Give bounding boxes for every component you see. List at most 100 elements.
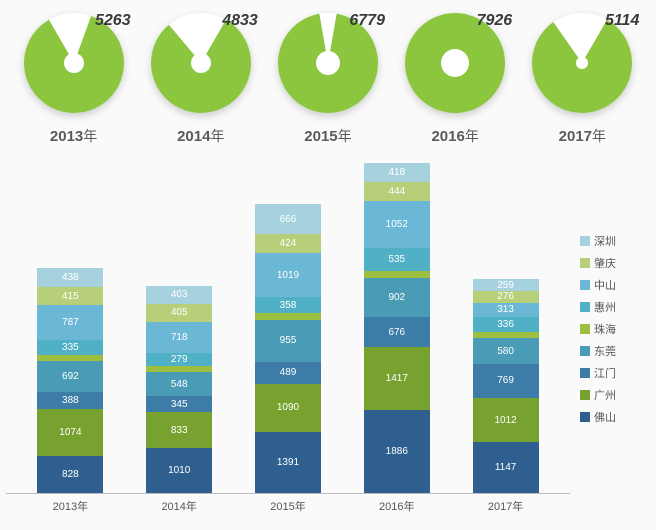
bar-segment: 403 <box>146 286 212 304</box>
legend-label: 江门 <box>594 365 616 381</box>
bar-stack: 8281074388692 335787415438 <box>37 268 103 493</box>
bar-segment: 902 <box>364 278 430 318</box>
bar-column: 8281074388692 335787415438 <box>37 268 103 493</box>
bar-segment: 418 <box>364 163 430 181</box>
bar-segment: 279 <box>146 353 212 365</box>
legend-label: 东莞 <box>594 343 616 359</box>
bar-segment <box>364 271 430 278</box>
donut-row: 52632013年 48332014年 67792015年 79262016年 … <box>0 0 656 146</box>
bar-segment: 1391 <box>255 432 321 493</box>
legend-item: 珠海 <box>580 321 650 337</box>
bar-segment: 313 <box>473 303 539 317</box>
legend-item: 东莞 <box>580 343 650 359</box>
bar-segment: 1012 <box>473 398 539 443</box>
bar-segment: 489 <box>255 362 321 384</box>
bars-region: 8281074388692335787415438101083334554827… <box>6 164 570 494</box>
legend-item: 江门 <box>580 365 650 381</box>
bar-segment: 438 <box>37 268 103 287</box>
bar-segment: 666 <box>255 204 321 233</box>
bar-segment <box>255 313 321 320</box>
bar-segment: 1052 <box>364 201 430 247</box>
bar-segment: 548 <box>146 372 212 396</box>
bar-column: 11471012769580 336313276259 <box>473 279 539 493</box>
bar-segment: 955 <box>255 320 321 362</box>
donut-value: 5114 <box>605 12 639 30</box>
legend-item: 深圳 <box>580 233 650 249</box>
legend-swatch <box>580 412 590 422</box>
legend-item: 佛山 <box>580 409 650 425</box>
legend-item: 肇庆 <box>580 255 650 271</box>
bar-segment: 388 <box>37 392 103 409</box>
bar-segment: 580 <box>473 338 539 364</box>
donut-2014: 4833 2014年 <box>146 8 256 146</box>
bar-column: 188614176769025351052444418 <box>364 163 430 493</box>
x-axis-label: 2013年 <box>37 498 103 514</box>
bar-segment: 692 <box>37 361 103 392</box>
bar-segment: 828 <box>37 456 103 493</box>
legend-swatch <box>580 368 590 378</box>
donut-value: 6779 <box>349 12 385 30</box>
bar-segment: 769 <box>473 364 539 398</box>
legend-item: 惠州 <box>580 299 650 315</box>
legend-swatch <box>580 346 590 356</box>
legend-label: 惠州 <box>594 299 616 315</box>
legend-swatch <box>580 324 590 334</box>
bar-segment: 1074 <box>37 409 103 456</box>
donut-2015: 67792015年 <box>273 8 383 146</box>
donut-2016: 7926 2016年 <box>400 8 510 146</box>
legend-swatch <box>580 302 590 312</box>
legend-swatch <box>580 390 590 400</box>
bar-column: 139110904899553581019424666 <box>255 204 321 493</box>
bar-segment: 1019 <box>255 253 321 298</box>
legend-label: 珠海 <box>594 321 616 337</box>
bar-segment: 1147 <box>473 442 539 493</box>
bar-segment: 276 <box>473 291 539 303</box>
bar-segment: 259 <box>473 279 539 290</box>
x-axis-label: 2016年 <box>364 498 430 514</box>
legend-label: 肇庆 <box>594 255 616 271</box>
bar-stack: 1010833345548279718405403 <box>146 286 212 493</box>
bar-column: 1010833345548279718405403 <box>146 286 212 493</box>
bar-segment: 833 <box>146 412 212 449</box>
bar-stack: 11471012769580 336313276259 <box>473 279 539 493</box>
bar-segment <box>146 366 212 373</box>
legend-item: 中山 <box>580 277 650 293</box>
bar-segment: 336 <box>473 317 539 332</box>
donut-year-label: 2013年 <box>50 126 97 146</box>
stacked-chart: 8281074388692335787415438101083334554827… <box>0 146 656 494</box>
bar-segment: 787 <box>37 305 103 340</box>
legend-swatch <box>580 236 590 246</box>
bar-segment: 1090 <box>255 384 321 432</box>
donut-value: 4833 <box>222 12 258 30</box>
donut-year-label: 2014年 <box>177 126 224 146</box>
bar-stack: 188614176769025351052444418 <box>364 163 430 493</box>
x-axis-label: 2017年 <box>473 498 539 514</box>
legend-item: 广州 <box>580 387 650 403</box>
legend: 深圳肇庆中山惠州珠海东莞江门广州佛山 <box>570 164 650 494</box>
legend-label: 佛山 <box>594 409 616 425</box>
donut-value: 7926 <box>477 12 513 30</box>
bar-segment: 718 <box>146 322 212 354</box>
bar-segment: 424 <box>255 234 321 253</box>
x-axis-label: 2015年 <box>255 498 321 514</box>
legend-swatch <box>580 280 590 290</box>
bar-segment: 1010 <box>146 448 212 493</box>
donut-2017: 5114 2017年 <box>527 8 637 146</box>
bar-segment: 1886 <box>364 410 430 493</box>
donut-2013: 5263 2013年 <box>19 8 129 146</box>
legend-label: 深圳 <box>594 233 616 249</box>
bar-segment: 676 <box>364 317 430 347</box>
donut-value: 5263 <box>95 12 131 30</box>
bar-segment: 335 <box>37 340 103 355</box>
bar-segment: 405 <box>146 304 212 322</box>
x-axis-labels: 2013年 2014年 2015年 2016年 2017年 <box>0 494 656 514</box>
bar-segment <box>473 332 539 339</box>
donut-year-label: 2017年 <box>559 126 606 146</box>
legend-swatch <box>580 258 590 268</box>
bar-segment <box>37 355 103 362</box>
donut-year-label: 2016年 <box>431 126 478 146</box>
x-axis-label: 2014年 <box>146 498 212 514</box>
legend-label: 中山 <box>594 277 616 293</box>
bar-segment: 415 <box>37 287 103 305</box>
bar-segment: 1417 <box>364 347 430 410</box>
